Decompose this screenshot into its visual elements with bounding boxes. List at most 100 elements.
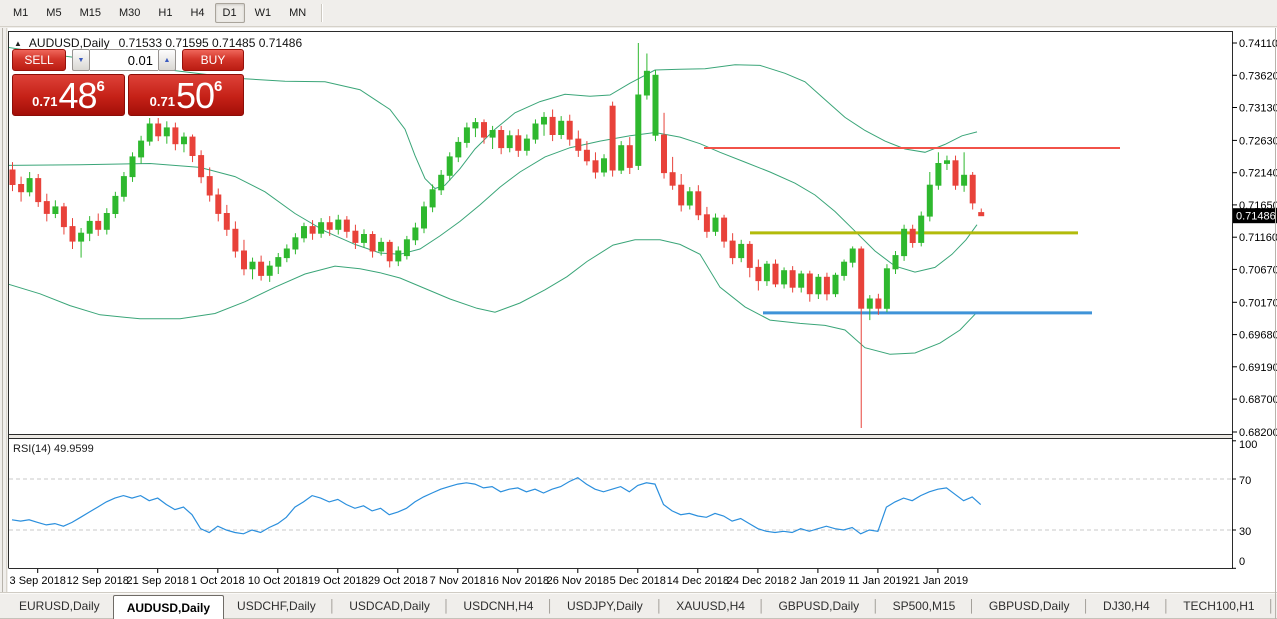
candle-body	[249, 261, 256, 270]
candle-body	[172, 127, 179, 145]
candle-body	[112, 195, 119, 214]
candle-body	[969, 174, 976, 204]
price-chart[interactable]: 0.74110 0.73620 0.73130 0.72630 0.72140 0.71 6…	[0, 28, 1277, 592]
candle	[78, 228, 85, 258]
bollinger-lower-band	[9, 239, 978, 355]
sell-price-button[interactable]: 0.71 48 6	[12, 74, 125, 116]
tab-audusd-daily[interactable]: AUDUSD,Daily	[112, 595, 225, 619]
tab-tech100-h1[interactable]: TECH100,H1	[1183, 599, 1255, 613]
tab-xauusd-h4[interactable]: XAUUSD,H4	[676, 599, 745, 613]
volume-input[interactable]	[90, 49, 158, 71]
price-tick-label: 0.70670	[1239, 264, 1277, 276]
tab-usdcad-daily[interactable]: USDCAD,Daily	[349, 599, 430, 613]
candle-body	[52, 206, 59, 214]
tab-usdchf-daily[interactable]: USDCHF,Daily	[237, 599, 316, 613]
candle-body	[695, 191, 702, 216]
date-tick-label: 5 Dec 2018	[610, 575, 666, 587]
timeframe-button-m1[interactable]: M1	[13, 7, 29, 19]
candle-body	[120, 176, 127, 197]
tab-gbpusd-daily[interactable]: GBPUSD,Daily	[778, 599, 860, 613]
rsi-indicator-label: RSI(14) 49.9599	[13, 443, 94, 455]
rsi-pane[interactable]	[9, 477, 1231, 535]
pane-divider[interactable]	[9, 435, 1232, 438]
candle	[926, 172, 933, 222]
candle-body	[643, 70, 650, 96]
candle-body	[463, 127, 470, 143]
candle	[249, 257, 256, 280]
candle-body	[146, 123, 153, 142]
candle	[746, 241, 753, 278]
tab-usdjpy-daily[interactable]: USDJPY,Daily	[566, 599, 643, 613]
candle-body	[918, 215, 925, 243]
buy-price-button[interactable]: 0.71 50 6	[128, 74, 244, 116]
candle	[532, 119, 539, 144]
tab-gbpusd-daily[interactable]: GBPUSD,Daily	[988, 599, 1070, 613]
candle-body	[823, 276, 830, 295]
candle-body	[403, 239, 410, 257]
candle-body	[95, 220, 102, 230]
candle	[163, 121, 170, 144]
candle	[635, 43, 642, 170]
main-pane[interactable]	[5, 43, 1120, 428]
price-tick-label: 0.72140	[1239, 168, 1277, 180]
buy-button[interactable]: BUY	[182, 49, 244, 71]
candle	[883, 264, 890, 313]
candle	[703, 206, 710, 238]
rsi-tick-label: 70	[1239, 475, 1251, 487]
tab-sp500-m15[interactable]: SP500,M15	[892, 599, 956, 613]
collapse-triangle-icon[interactable]: ▲	[14, 38, 22, 48]
candle	[446, 152, 453, 181]
candle	[241, 239, 247, 276]
candle	[301, 222, 307, 243]
candle-body	[258, 261, 265, 276]
date-tick-label: 12 Sep 2018	[67, 575, 129, 587]
candle-body	[266, 265, 273, 276]
date-tick-label: 10 Oct 2018	[248, 575, 308, 587]
timeframe-button-m15[interactable]: M15	[79, 7, 101, 19]
candle	[601, 154, 607, 177]
candle-body	[498, 130, 505, 149]
timeframe-button-mn[interactable]: MN	[289, 7, 307, 19]
sell-button[interactable]: SELL	[12, 49, 66, 71]
candle	[609, 101, 616, 177]
candle-body	[575, 138, 582, 151]
candle-body	[223, 213, 230, 230]
candle	[403, 235, 410, 260]
timeframe-button-m30[interactable]: M30	[118, 7, 141, 19]
candle-body	[532, 123, 539, 140]
rsi-line	[11, 477, 982, 535]
candle	[841, 259, 848, 281]
candle-body	[60, 206, 67, 228]
volume-up-button[interactable]: ▲	[158, 49, 176, 71]
tab-separator: │	[655, 599, 664, 613]
rsi-axis[interactable]: 100 70 30 0	[1232, 439, 1257, 569]
candle-body	[309, 226, 316, 234]
timeframe-button-m5[interactable]: M5	[46, 7, 62, 19]
candle	[583, 141, 590, 166]
candle-body	[301, 226, 307, 239]
tab-eurusd-daily[interactable]: EURUSD,Daily	[19, 599, 100, 613]
candle	[198, 150, 205, 184]
timeframe-button-d1[interactable]: D1	[214, 3, 245, 23]
candle-body	[446, 156, 453, 176]
candle	[412, 222, 419, 246]
one-click-trading-panel: SELL ▼ ▲ BUY 0.71 48 6 0.71 50 6	[12, 49, 244, 116]
candle-body	[883, 268, 890, 309]
tab-dj30-h4[interactable]: DJ30,H4	[1103, 599, 1150, 613]
candle	[858, 246, 865, 428]
candle-body	[386, 241, 393, 262]
timeframe-button-w1[interactable]: W1	[254, 7, 272, 19]
tab-usdcnh-h4[interactable]: USDCNH,H4	[463, 599, 534, 613]
candle	[849, 246, 856, 268]
candle	[729, 233, 736, 265]
timeframe-button-h1[interactable]: H1	[158, 7, 173, 19]
price-axis[interactable]: 0.741100.736200.731300.726300.721400.716…	[1232, 38, 1277, 439]
candle-body	[69, 226, 76, 242]
candle-body	[206, 176, 213, 196]
timeframe-button-h4[interactable]: H4	[190, 7, 205, 19]
volume-down-button[interactable]: ▼	[72, 49, 90, 71]
candle-body	[935, 163, 942, 186]
candle	[421, 201, 427, 234]
candle-body	[9, 169, 16, 185]
